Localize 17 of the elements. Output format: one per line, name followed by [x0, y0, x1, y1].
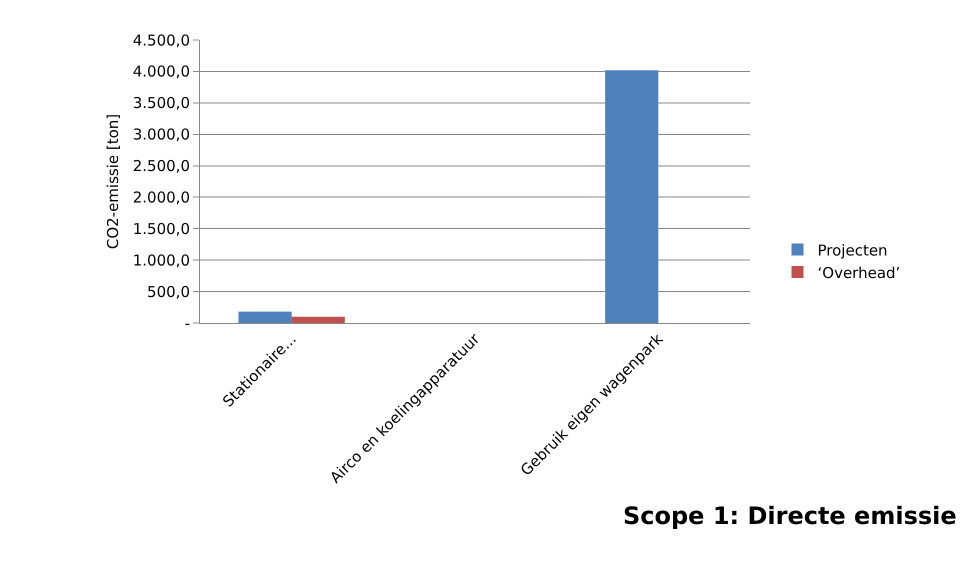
bar — [292, 316, 345, 323]
y-tick-label: - — [184, 314, 190, 332]
y-tick-label: 1.000,0 — [132, 251, 190, 270]
y-axis-title: CO2-emissie [ton] — [104, 114, 122, 250]
y-tick-label: 1.500,0 — [132, 220, 190, 238]
legend-label: ‘Overhead’ — [818, 264, 900, 282]
y-tick-label: 4.500,0 — [132, 31, 190, 50]
y-tick-label: 2.500,0 — [132, 157, 190, 176]
legend-label: Projecten — [818, 241, 888, 260]
y-tick-label: 500,0 — [147, 282, 190, 301]
bar — [605, 70, 658, 323]
y-tick-label: 2.000,0 — [132, 188, 190, 206]
y-tick-label: 3.000,0 — [132, 126, 190, 144]
text: Scope 1: Directe emissie — [623, 502, 957, 530]
y-tick-label: 4.000,0 — [132, 62, 190, 81]
bar — [238, 312, 292, 323]
y-tick-label: 3.500,0 — [132, 94, 190, 112]
